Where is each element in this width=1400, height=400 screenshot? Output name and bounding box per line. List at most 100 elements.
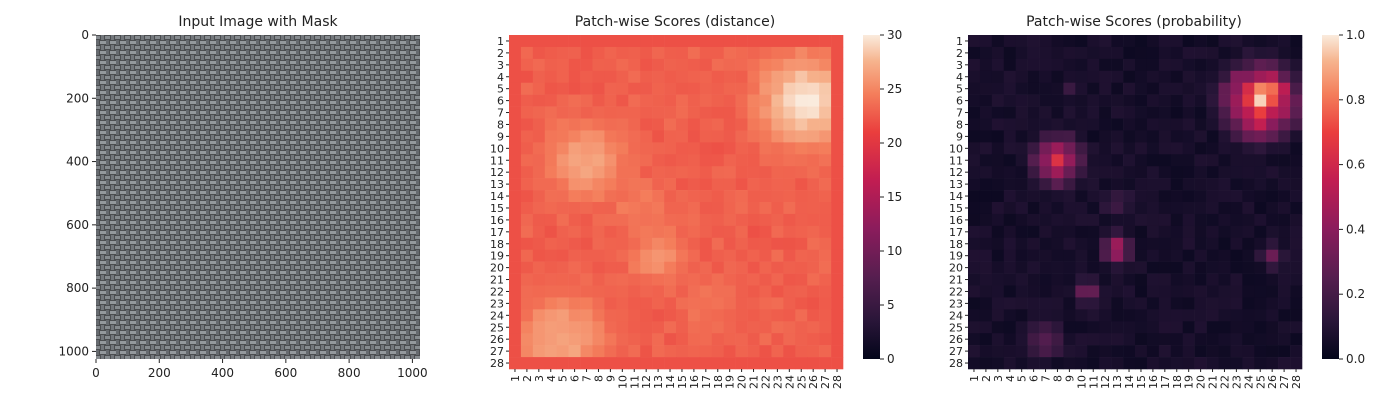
heatmap-cell [991, 333, 1005, 346]
heatmap-cell [1051, 82, 1064, 95]
heatmap-cell [819, 249, 832, 262]
heatmap-cell [1051, 118, 1064, 131]
heatmap-cell [1290, 237, 1303, 251]
heatmap-cell [628, 178, 641, 191]
heatmap-cell [1051, 35, 1064, 48]
heatmap-cell [1063, 58, 1076, 72]
heatmap-cell [747, 154, 760, 167]
heatmap-cell [532, 94, 546, 107]
heatmap-cell [676, 178, 689, 191]
heatmap-cell [723, 357, 736, 370]
heatmap-cell [831, 321, 844, 334]
heatmap-cell [759, 297, 772, 310]
y-tick-label: 17 [490, 226, 504, 239]
heatmap-cell [699, 82, 713, 95]
heatmap-cell [628, 357, 641, 370]
y-tick-label: 26 [490, 333, 504, 346]
heatmap-cell [652, 285, 665, 298]
heatmap-cell [687, 225, 701, 239]
heatmap-cell [1218, 333, 1231, 346]
heatmap-cell [592, 357, 605, 370]
heatmap-cell [711, 213, 725, 227]
heatmap-cell [1242, 94, 1255, 107]
heatmap-cell [979, 237, 993, 251]
heatmap-cell [783, 166, 796, 179]
heatmap-cell [1242, 35, 1255, 48]
heatmap-cell [1051, 190, 1064, 203]
heatmap-cell [1170, 297, 1184, 310]
heatmap-cell [1254, 309, 1267, 322]
heatmap-cell [616, 82, 629, 95]
heatmap-cell [1039, 190, 1052, 203]
y-tick-label: 19 [490, 250, 504, 263]
heatmap-cell [1003, 178, 1017, 191]
heatmap-cell [616, 46, 629, 60]
x-tick-label: 15 [1135, 375, 1148, 389]
heatmap-cell [1075, 58, 1088, 72]
heatmap-cell [711, 166, 725, 179]
heatmap-cell [520, 297, 534, 310]
heatmap-cell [1230, 333, 1243, 346]
x-tick-label: 27 [1278, 375, 1291, 389]
heatmap-cell [544, 58, 558, 72]
heatmap-cell [628, 106, 641, 119]
heatmap-cell [556, 94, 569, 107]
y-tick-label: 16 [949, 214, 963, 227]
heatmap-cell [747, 202, 760, 215]
heatmap-cell [1278, 261, 1291, 274]
heatmap-cell [1158, 142, 1172, 155]
heatmap-cell [711, 35, 725, 48]
heatmap-cell [1182, 166, 1195, 179]
heatmap-cell [1027, 321, 1040, 334]
heatmap-cell [1135, 321, 1148, 334]
heatmap-cell [1230, 237, 1243, 251]
heatmap-cell [1182, 46, 1195, 60]
heatmap-cell [819, 333, 832, 346]
heatmap-cell [580, 345, 593, 358]
heatmap-cell [979, 273, 993, 286]
x-tick-label: 9 [1063, 375, 1076, 382]
heatmap-cell [592, 130, 605, 143]
heatmap-cell [1003, 154, 1017, 167]
heatmap-cell [616, 213, 629, 227]
heatmap-cell [1111, 190, 1124, 203]
heatmap-cell [1254, 249, 1267, 262]
heatmap-cell [1003, 190, 1017, 203]
heatmap-cell [676, 357, 689, 370]
heatmap-cell [1146, 118, 1160, 131]
heatmap-cell [1194, 273, 1207, 286]
heatmap-cell [1182, 297, 1195, 310]
heatmap-cell [1111, 333, 1124, 346]
heatmap-cell [592, 297, 605, 310]
heatmap-cell [676, 273, 689, 286]
heatmap-cell [1027, 142, 1040, 155]
heatmap-cell [1206, 142, 1219, 155]
heatmap-cell [532, 345, 546, 358]
heatmap-cell [1051, 237, 1064, 251]
heatmap-cell [520, 321, 534, 334]
heatmap-cell [532, 285, 546, 298]
heatmap-cell [795, 202, 808, 215]
heatmap-cell [640, 58, 653, 72]
heatmap-cell [604, 166, 617, 179]
heatmap-cell [532, 225, 546, 239]
heatmap-cell [640, 321, 653, 334]
heatmap-cell [640, 261, 653, 274]
heatmap-cell [1290, 70, 1303, 84]
heatmap-cell [556, 333, 569, 346]
heatmap-cell [1242, 213, 1255, 227]
heatmap-cell [1182, 285, 1195, 298]
heatmap-cell [509, 273, 522, 286]
heatmap-cell [1135, 357, 1148, 370]
heatmap-cell [532, 333, 546, 346]
heatmap-cell [1194, 166, 1207, 179]
heatmap-cell [544, 35, 558, 48]
heatmap-cell [819, 46, 832, 60]
heatmap-cell [723, 106, 736, 119]
x-tick-label: 26 [807, 375, 820, 389]
heatmap-cell [968, 190, 981, 203]
heatmap-cell [1218, 213, 1231, 227]
heatmap-cell [1278, 154, 1291, 167]
heatmap-cell [735, 166, 748, 179]
heatmap-cell [1135, 213, 1148, 227]
